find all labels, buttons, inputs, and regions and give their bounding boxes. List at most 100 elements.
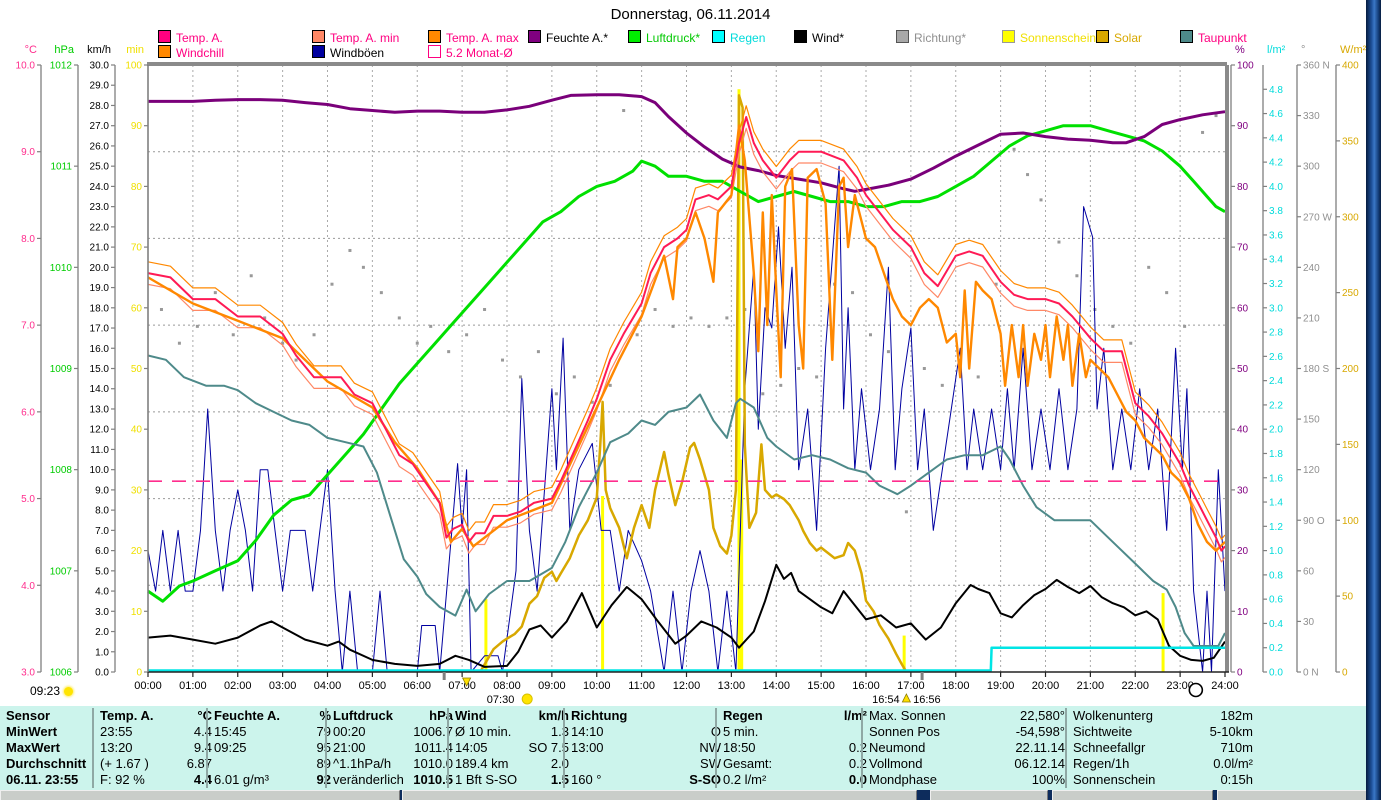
- wind-direction-dot: [159, 307, 163, 311]
- axis-label: 11:00: [628, 680, 655, 692]
- axis-label: 1012: [50, 61, 73, 72]
- table-cell-value: 1006.7: [413, 724, 453, 739]
- table-cell-value: 0:15h: [1220, 772, 1253, 787]
- axis-label: 06:00: [403, 680, 431, 692]
- table-row: 6.01 g/m³ 92: [214, 772, 331, 788]
- legend-item-temp-a-min[interactable]: Temp. A. min: [312, 30, 399, 45]
- legend-item-temp-a-[interactable]: Temp. A.: [158, 30, 223, 45]
- axis-label: 1.6: [1269, 473, 1283, 484]
- legend-item-windb-en[interactable]: Windböen: [312, 45, 384, 60]
- legend-item-wind-[interactable]: Wind*: [794, 30, 844, 45]
- wind-direction-dot: [213, 291, 217, 295]
- series-temp-min: [147, 127, 1226, 563]
- legend-label: Feuchte A.*: [546, 31, 609, 45]
- table-cell: 14:05: [455, 740, 488, 755]
- legend-item-richtung-[interactable]: Richtung*: [896, 30, 966, 45]
- wind-direction-dot: [554, 392, 558, 396]
- wind-direction-dot: [725, 316, 729, 320]
- wind-direction-dot: [922, 367, 926, 370]
- table-cell: Schneefallgr: [1073, 740, 1146, 755]
- legend-item-sonnenschein[interactable]: Sonnenschein: [1002, 30, 1096, 45]
- table-cell-value: SO 7.5: [528, 740, 569, 755]
- sun-icon: [64, 687, 74, 696]
- axis-label: 0: [1342, 668, 1348, 679]
- axis-label: hPa: [54, 44, 74, 56]
- axis-label: 4.0: [21, 581, 35, 592]
- axis-label: 10:00: [583, 680, 611, 692]
- axis-label: 16.0: [90, 344, 110, 355]
- table-row: 160 ° S-SO: [571, 772, 721, 788]
- legend-swatch-icon: [1180, 30, 1193, 43]
- legend-item-feuchte-a-[interactable]: Feuchte A.*: [528, 30, 609, 45]
- axis-label: 3.0: [95, 607, 109, 618]
- table-cell: 14:10: [571, 724, 604, 739]
- axis-label: 90: [1237, 121, 1249, 132]
- wind-direction-dot: [622, 109, 626, 113]
- wind-direction-dot: [294, 358, 298, 362]
- wind-direction-dot: [415, 341, 419, 345]
- axis-label: 9.0: [21, 147, 35, 158]
- legend-item-5-2-monat-[interactable]: 5.2 Monat-Ø: [428, 45, 513, 60]
- axis-label: 11.0: [90, 445, 109, 456]
- axis-label: 19.0: [90, 283, 110, 294]
- axis-label: 5.0: [95, 566, 109, 577]
- series-luftdruck: [147, 124, 1226, 603]
- wind-direction-dot: [1039, 198, 1043, 202]
- table-cell: Wolkenunterg: [1073, 708, 1153, 723]
- legend-item-taupunkt[interactable]: Taupunkt: [1180, 30, 1247, 45]
- axis-label: 30.0: [90, 61, 110, 72]
- axis-label: 80: [1237, 182, 1249, 193]
- table-cell: 21:00: [333, 740, 366, 755]
- axis-label: 2.2: [1269, 400, 1283, 411]
- axis-label: 22.0: [90, 222, 110, 233]
- table-row: ^1.1hPa/h 1010.0: [333, 756, 453, 772]
- legend-item-temp-a-max[interactable]: Temp. A. max: [428, 30, 519, 45]
- axis-label: 2.8: [1269, 328, 1283, 339]
- table-cell: Sonnen Pos: [869, 724, 940, 739]
- axis-label: 70: [1237, 243, 1249, 254]
- table-cell-value: 1010.5: [413, 772, 453, 787]
- legend-label: Windchill: [176, 46, 225, 60]
- table-cell-value: S-SO: [689, 772, 721, 787]
- table-row: Wolkenunterg 182m: [1073, 708, 1253, 724]
- wind-direction-dot: [429, 324, 433, 328]
- legend-item-luftdruck-[interactable]: Luftdruck*: [628, 30, 700, 45]
- axis-label: 8.0: [95, 506, 109, 517]
- table-row: 13:20 9.4: [100, 740, 212, 756]
- table-header-row: Luftdruck hPa: [333, 708, 453, 724]
- wind-direction-dot: [671, 324, 675, 328]
- axis-label: l/m²: [1267, 44, 1286, 56]
- axis-label: 250: [1342, 288, 1359, 299]
- table-header-row: Temp. A. °C: [100, 708, 212, 724]
- table-cell-value: 22.11.14: [1015, 740, 1065, 755]
- table-cell-value: 0.0l/m²: [1213, 756, 1253, 771]
- legend-item-solar[interactable]: Solar: [1096, 30, 1142, 45]
- axis-label: 330: [1303, 111, 1320, 122]
- axis-label: 1.0: [1269, 546, 1283, 557]
- wind-direction-dot: [1183, 324, 1187, 328]
- legend-label: Temp. A. max: [446, 31, 519, 45]
- axis-label: 6.0: [21, 407, 35, 418]
- sunrise-time: 07:30: [487, 694, 515, 706]
- axis-label: 25.0: [90, 162, 110, 173]
- axis-label: 8.0: [21, 234, 35, 245]
- sensor-stats-table: Sensor MinWert MaxWert Durchschnitt 06.11. 2…: [0, 706, 1366, 790]
- table-cell: 23:55: [100, 724, 133, 739]
- axis-label: 22:00: [1121, 680, 1149, 692]
- table-cell: ^1.1hPa/h: [333, 756, 392, 771]
- table-cell: Vollmond: [869, 756, 923, 771]
- axis-label: min: [126, 44, 144, 56]
- axis-label: 100: [1237, 61, 1254, 72]
- axis-label: 19:00: [987, 680, 1015, 692]
- axis-label: 1006: [50, 668, 73, 679]
- axis-label: 80: [131, 182, 143, 193]
- wind-direction-dot: [281, 341, 285, 345]
- legend-item-windchill[interactable]: Windchill: [158, 45, 225, 60]
- axis-label: 210: [1303, 313, 1320, 324]
- wind-direction-dot: [1075, 274, 1079, 278]
- axis-label: 0 N: [1303, 668, 1319, 679]
- axis-label: 3.6: [1269, 230, 1283, 241]
- legend-item-regen[interactable]: Regen: [712, 30, 765, 45]
